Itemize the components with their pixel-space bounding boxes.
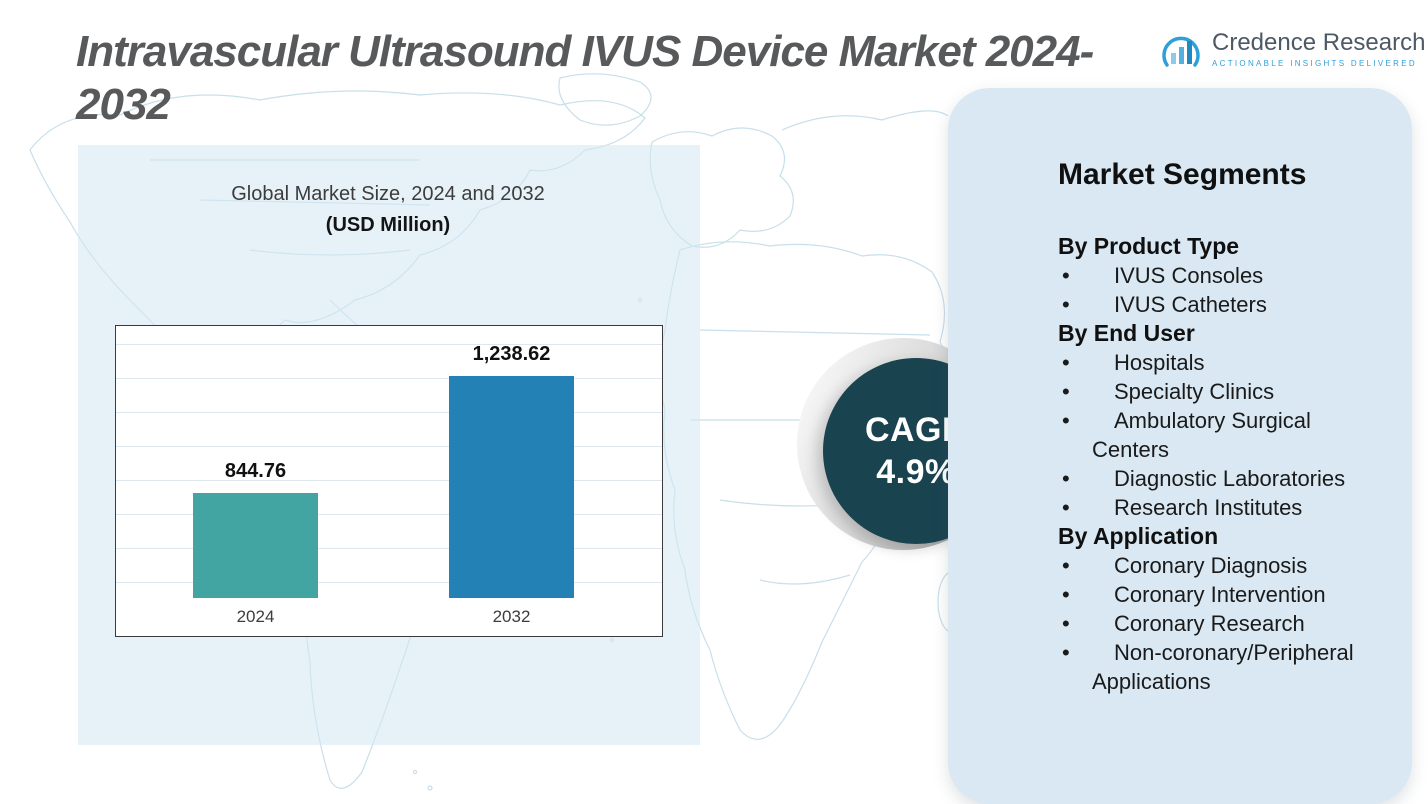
segment-item: Ambulatory Surgical Centers	[1058, 406, 1378, 464]
bar-2024-value-label: 844.76	[224, 460, 287, 482]
logo-text-block: Credence Research Actionable Insights De…	[1212, 30, 1425, 68]
segment-group-label: By End User	[1058, 320, 1195, 346]
segment-item: Research Institutes	[1058, 493, 1378, 522]
segment-item: Coronary Intervention	[1058, 580, 1378, 609]
market-segments-panel: Market Segments By Product TypeIVUS Cons…	[948, 88, 1412, 804]
bar-2032-value-label: 1,238.62	[472, 343, 551, 365]
credence-research-logo: Credence Research Actionable Insights De…	[1158, 30, 1425, 76]
segment-item: Coronary Diagnosis	[1058, 551, 1378, 580]
segment-group-items: IVUS ConsolesIVUS Catheters	[1058, 261, 1378, 319]
bar-2032-axis-label: 2032	[492, 607, 531, 626]
page-title: Intravascular Ultrasound IVUS Device Mar…	[76, 27, 1094, 129]
market-segments-content: Market Segments By Product TypeIVUS Cons…	[948, 88, 1412, 696]
logo-name: Credence Research	[1212, 29, 1426, 56]
segment-group-label: By Product Type	[1058, 233, 1240, 259]
segments-list: By Product TypeIVUS ConsolesIVUS Cathete…	[1058, 232, 1378, 696]
bar-2032: 1,238.62 2032	[449, 343, 574, 626]
chart-title-line1: Global Market Size, 2024 and 2032	[231, 183, 545, 205]
bar-2024-axis-label: 2024	[236, 607, 275, 626]
segment-item: IVUS Catheters	[1058, 290, 1378, 319]
chart-title: Global Market Size, 2024 and 2032 (USD M…	[115, 183, 661, 237]
segment-item: Specialty Clinics	[1058, 377, 1378, 406]
segment-group-items: Coronary DiagnosisCoronary InterventionC…	[1058, 551, 1378, 696]
logo-tagline: Actionable Insights Delivered	[1212, 59, 1417, 69]
bar-chart-logo-icon	[1162, 36, 1200, 67]
segment-group-items: HospitalsSpecialty ClinicsAmbulatory Sur…	[1058, 348, 1378, 522]
segment-item: IVUS Consoles	[1058, 261, 1378, 290]
chart-title-line2: (USD Million)	[325, 214, 451, 236]
segment-item: Non-coronary/Peripheral Applications	[1058, 638, 1378, 696]
bar-2024: 844.76 2024	[193, 460, 318, 626]
bar-chart: 844.76 2024 1,238.62 2032	[115, 325, 663, 637]
segment-group-label: By Application	[1058, 523, 1219, 549]
segment-item: Diagnostic Laboratories	[1058, 464, 1378, 493]
market-segments-title: Market Segments	[1058, 158, 1307, 191]
cagr-value: 4.9%	[876, 453, 956, 491]
segment-item: Hospitals	[1058, 348, 1378, 377]
segment-item: Coronary Research	[1058, 609, 1378, 638]
